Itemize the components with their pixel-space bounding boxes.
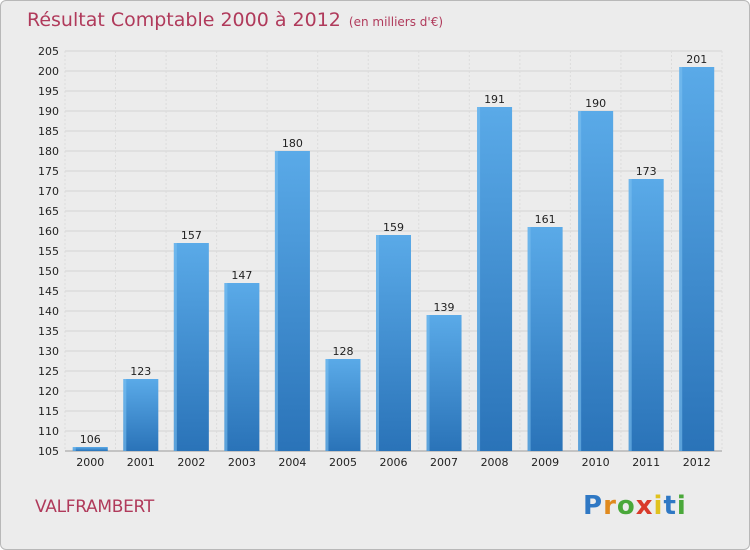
logo-letter: t (663, 491, 677, 521)
y-tick-label: 150 (38, 265, 59, 278)
value-label: 106 (80, 433, 101, 446)
y-tick-label: 125 (38, 365, 59, 378)
y-tick-label: 130 (38, 345, 59, 358)
x-tick-label: 2010 (582, 456, 610, 469)
y-tick-label: 200 (38, 65, 59, 78)
y-tick-label: 120 (38, 385, 59, 398)
value-label: 139 (434, 301, 455, 314)
bar-highlight (477, 107, 481, 451)
value-label: 180 (282, 137, 303, 150)
logo-letter: i (653, 491, 664, 521)
x-tick-label: 2004 (278, 456, 306, 469)
y-tick-label: 105 (38, 445, 59, 458)
bar-highlight (679, 67, 683, 451)
value-label: 123 (130, 365, 151, 378)
bar-highlight (527, 227, 531, 451)
bar-highlight (376, 235, 379, 451)
bar-highlight (173, 243, 177, 451)
y-tick-label: 175 (38, 165, 59, 178)
value-label: 161 (535, 213, 556, 226)
bar-2002 (173, 243, 209, 451)
chart-title: Résultat Comptable 2000 à 2012 (en millie… (27, 9, 443, 31)
y-tick-label: 180 (38, 145, 59, 158)
y-tick-label: 170 (38, 185, 59, 198)
logo-letter: P (583, 491, 604, 521)
logo-letter: o (616, 491, 636, 521)
value-label: 201 (686, 53, 707, 66)
x-tick-label: 2009 (531, 456, 559, 469)
bar-highlight (224, 283, 228, 451)
y-tick-label: 195 (38, 85, 59, 98)
x-tick-label: 2003 (228, 456, 256, 469)
x-tick-label: 2011 (632, 456, 660, 469)
value-label: 157 (181, 229, 202, 242)
x-tick-label: 2006 (380, 456, 408, 469)
commune-name: VALFRAMBERT (35, 497, 154, 517)
bar-highlight (325, 359, 329, 451)
x-tick-label: 2001 (127, 456, 155, 469)
bar-highlight (628, 179, 632, 451)
y-tick-label: 115 (38, 405, 59, 418)
chart-subtitle: (en milliers d'€) (348, 15, 444, 29)
bar-2000 (72, 447, 108, 451)
x-tick-label: 2008 (481, 456, 509, 469)
x-tick-label: 2012 (683, 456, 711, 469)
proxiti-logo: Proxiti (583, 491, 687, 521)
bar-highlight (426, 315, 430, 451)
y-tick-label: 205 (38, 45, 59, 58)
bar-2005 (325, 359, 361, 451)
value-labels: 106 123 157 147 180 128 159 139 191 161 190 173 201 (80, 53, 707, 446)
y-tick-label: 185 (38, 125, 59, 138)
x-tick-labels: 2000 2001 2002 2003 2004 2005 2006 2007 2008 2009… (76, 456, 710, 469)
y-tick-label: 190 (38, 105, 59, 118)
title-text: Résultat Comptable 2000 à 2012 (27, 9, 341, 31)
x-tick-label: 2002 (177, 456, 205, 469)
x-tick-label: 2000 (76, 456, 104, 469)
x-tick-label: 2007 (430, 456, 458, 469)
bar-2011 (628, 179, 664, 451)
bar-2008 (477, 107, 513, 451)
bar-2010 (578, 111, 614, 451)
y-tick-label: 160 (38, 225, 59, 238)
bar-2012 (679, 67, 715, 451)
y-tick-label: 145 (38, 285, 59, 298)
bar-highlight (123, 379, 127, 451)
y-tick-label: 140 (38, 305, 59, 318)
value-label: 191 (484, 93, 505, 106)
bar-2009 (527, 227, 563, 451)
bar-highlight (72, 447, 76, 451)
y-tick-label: 110 (38, 425, 59, 438)
logo-letter: r (603, 491, 617, 521)
bar-highlight (578, 111, 582, 451)
bar-highlight (274, 151, 278, 451)
bars (72, 67, 715, 451)
value-label: 128 (332, 345, 353, 358)
bar-2001 (123, 379, 159, 451)
value-label: 173 (636, 165, 657, 178)
bar-2004 (274, 151, 310, 451)
y-tick-label: 165 (38, 205, 59, 218)
x-tick-label: 2005 (329, 456, 357, 469)
y-tick-label: 155 (38, 245, 59, 258)
bar-2006 (376, 235, 411, 451)
logo-letter: x (635, 491, 654, 521)
y-tick-labels: 105 110 115 120 125 130 135 140 145 150 155 160 165 1… (38, 45, 59, 458)
bar-2007 (426, 315, 462, 451)
value-label: 159 (383, 221, 404, 234)
y-tick-label: 135 (38, 325, 59, 338)
logo-letter: i (676, 491, 687, 521)
value-label: 190 (585, 97, 606, 110)
value-label: 147 (231, 269, 252, 282)
bar-2003 (224, 283, 260, 451)
